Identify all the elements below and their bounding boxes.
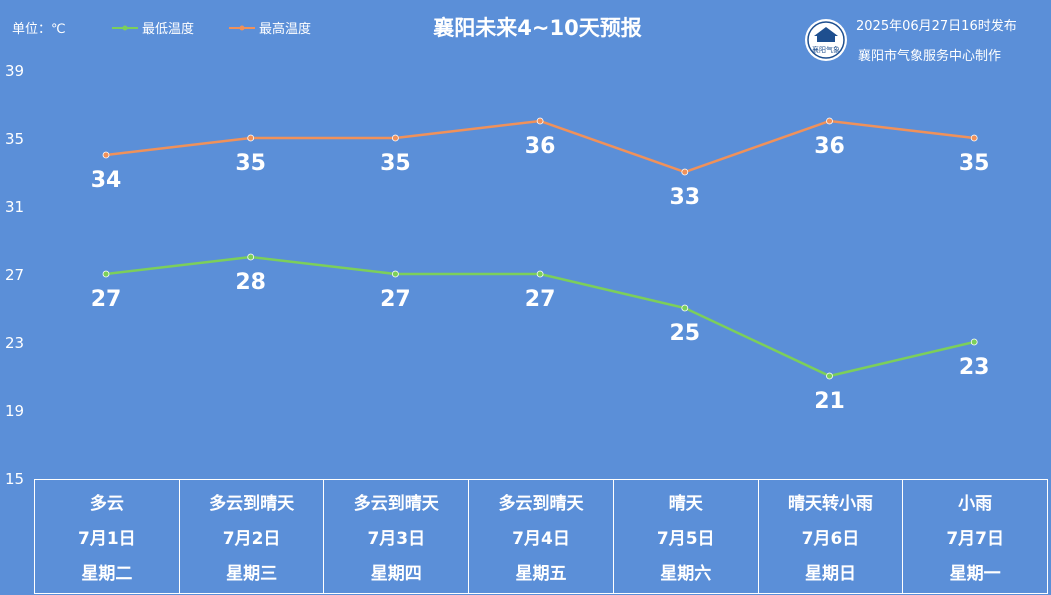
data-point	[826, 372, 833, 380]
data-point	[391, 270, 399, 278]
forecast-weather: 多云	[89, 494, 124, 514]
forecast-date: 7月2日	[222, 529, 281, 549]
forecast-weather: 多云到晴天	[353, 494, 439, 514]
data-label: 36	[814, 134, 845, 159]
forecast-table: 多云 7月1日星期二 多云到晴天 7月2日星期三 多云到晴天 7月3日星期四 多云到晴天 7月…	[34, 479, 1049, 594]
y-tick-label: 19	[5, 402, 24, 420]
publish-time: 2025年06月27日16时发布	[856, 19, 1017, 34]
data-label: 34	[91, 168, 122, 193]
legend-high[interactable]: 最高温度	[229, 18, 311, 37]
forecast-weekday: 星期四	[370, 564, 422, 584]
y-tick-label: 39	[5, 62, 24, 80]
forecast-day-1: 多云 7月1日星期二	[35, 480, 180, 594]
forecast-weather: 晴天	[668, 494, 703, 514]
legend-low[interactable]: 最低温度	[112, 18, 194, 37]
forecast-weekday: 星期五	[515, 564, 567, 584]
chart-title: 襄阳未来4~10天预报	[433, 16, 642, 40]
forecast-date: 7月1日	[78, 529, 136, 549]
forecast-date: 7月6日	[801, 529, 860, 549]
legend-high-label: 最高温度	[259, 22, 312, 37]
forecast-weekday: 星期一	[949, 564, 1001, 584]
forecast-weather: 晴天转小雨	[787, 494, 873, 514]
data-point	[970, 134, 978, 142]
data-label: 35	[380, 151, 411, 176]
forecast-day-5: 晴天 7月5日星期六	[613, 480, 759, 594]
data-point	[681, 304, 689, 312]
legend-low-marker-icon	[112, 25, 138, 30]
data-label: 35	[959, 151, 990, 176]
forecast-weather: 多云到晴天	[498, 494, 584, 514]
data-label: 36	[525, 134, 556, 159]
forecast-day-7: 小雨 7月7日星期一	[903, 480, 1049, 594]
y-tick-label: 35	[5, 130, 24, 148]
data-label: 23	[959, 355, 990, 380]
weather-bureau-logo: 襄阳气象	[804, 18, 848, 66]
y-tick-label: 23	[5, 334, 24, 352]
forecast-day-4: 多云到晴天 7月4日星期五	[469, 480, 614, 594]
unit-label: 单位：℃	[12, 22, 66, 37]
data-label: 21	[814, 389, 845, 414]
forecast-weekday: 星期日	[804, 564, 856, 584]
data-point	[247, 134, 255, 142]
maker-label: 襄阳市气象服务中心制作	[858, 49, 1002, 64]
y-tick-label: 27	[5, 266, 24, 284]
legend-low-label: 最低温度	[142, 22, 195, 37]
data-point	[102, 151, 110, 159]
y-tick-label: 31	[5, 198, 24, 216]
data-point	[391, 134, 399, 142]
data-label: 27	[525, 287, 556, 312]
forecast-day-6: 晴天转小雨 7月6日星期日	[758, 480, 904, 594]
forecast-weekday: 星期三	[226, 564, 278, 584]
data-point	[536, 117, 544, 125]
forecast-date: 7月4日	[512, 529, 570, 549]
data-label: 33	[669, 185, 700, 210]
forecast-weather: 多云到晴天	[209, 494, 295, 514]
data-label: 35	[235, 151, 266, 176]
data-point	[826, 117, 833, 125]
y-tick-label: 15	[5, 470, 24, 488]
data-point	[102, 270, 110, 278]
forecast-weather: 小雨	[958, 494, 993, 514]
forecast-date: 7月5日	[656, 529, 715, 549]
forecast-date: 7月7日	[946, 529, 1004, 549]
forecast-day-2: 多云到晴天 7月2日星期三	[179, 480, 325, 594]
data-point	[536, 270, 544, 278]
forecast-day-3: 多云到晴天 7月3日星期四	[324, 480, 470, 594]
data-label: 25	[669, 321, 700, 346]
logo-text: 襄阳气象	[812, 45, 840, 54]
data-point	[681, 168, 689, 176]
data-label: 27	[380, 287, 411, 312]
data-point	[247, 253, 255, 261]
forecast-date: 7月3日	[367, 529, 426, 549]
legend-high-marker-icon	[229, 25, 255, 30]
data-label: 27	[91, 287, 122, 312]
data-point	[970, 338, 978, 346]
forecast-weekday: 星期二	[81, 564, 133, 584]
forecast-weekday: 星期六	[660, 564, 712, 584]
data-label: 28	[235, 270, 266, 295]
